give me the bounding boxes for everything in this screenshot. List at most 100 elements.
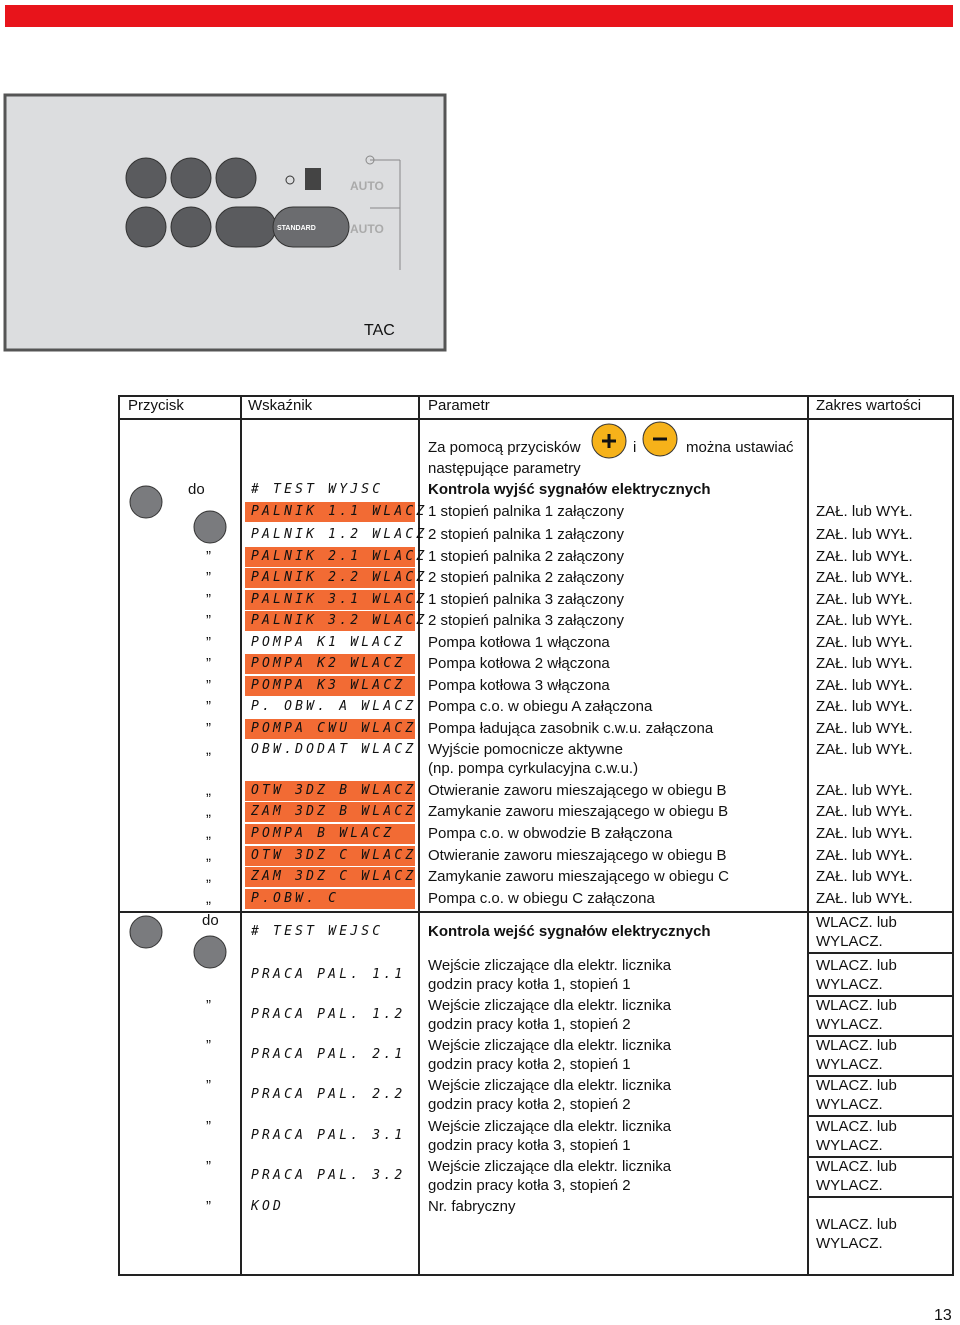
button-label: do [202,912,219,929]
indicator: KOD [251,1199,285,1214]
range: ZAŁ. lub WYŁ. [816,677,913,694]
button-label: ” [206,612,211,629]
parameter: Wejście zliczające dla elektr. licznika [428,1037,672,1054]
minus-button [642,421,678,457]
parameter: 2 stopień palnika 3 załączony [428,612,624,629]
button-label: ” [206,1037,211,1054]
range: WYLACZ. [816,976,883,993]
indicator: P.OBW. C [245,889,415,909]
range: WYLACZ. [816,1016,883,1033]
range: WLACZ. lub [816,997,897,1014]
parameter: Pompa ładująca zasobnik c.w.u. załączona [428,720,714,737]
parameter: godzin pracy kotła 2, stopień 1 [428,1056,631,1073]
range: ZAŁ. lub WYŁ. [816,569,913,586]
button-label: ” [206,1077,211,1094]
indicator: # TEST WYJSC [251,482,384,497]
header-cell: Parametr [428,397,490,414]
button-label: „ [206,803,211,820]
range: WYLACZ. [816,1096,883,1113]
intro-text: następujące parametry [428,460,581,477]
button-label: „ [206,890,211,907]
parameter: Pompa c.o. w obiegu C załączona [428,890,655,907]
range: ZAŁ. lub WYŁ. [816,890,913,907]
range: ZAŁ. lub WYŁ. [816,503,913,520]
range: ZAŁ. lub WYŁ. [816,847,913,864]
range: WYLACZ. [816,1137,883,1154]
button-label: ” [206,634,211,651]
row-divider [807,1115,953,1117]
button-label: ” [206,1158,211,1175]
parameter: Kontrola wejść sygnałów elektrycznych [428,923,711,940]
parameter: Pompa c.o. w obiegu A załączona [428,698,653,715]
parameter: 2 stopień palnika 2 załączony [428,569,624,586]
parameter: Kontrola wyjść sygnałów elektrycznych [428,481,711,498]
indicator: OTW 3DZ B WLACZ [245,781,415,801]
intro-text: i [633,439,637,456]
row-divider [807,1156,953,1158]
button-label: ” [206,677,211,694]
parameter: 2 stopień palnika 1 załączony [428,526,624,543]
row-divider [807,1075,953,1077]
parameter: (np. pompa cyrkulacyjna c.w.u.) [428,760,639,777]
indicator: # TEST WEJSC [251,924,384,939]
parameter: godzin pracy kotła 3, stopień 2 [428,1177,631,1194]
plus-button [591,423,627,459]
parameter: Wejście zliczające dla elektr. licznika [428,997,672,1014]
indicator: PALNIK 2.1 WLACZ [245,547,424,567]
range: ZAŁ. lub WYŁ. [816,634,913,651]
indicator: POMPA K3 WLACZ [245,676,415,696]
button-label: „ [206,825,211,842]
top-bar [5,5,953,27]
range: ZAŁ. lub WYŁ. [816,698,913,715]
standard-label: STANDARD [277,225,316,232]
range: WYLACZ. [816,1056,883,1073]
parameter: Zamykanie zaworu mieszającego w obiegu B [428,803,729,820]
row-divider [807,995,953,997]
range: ZAŁ. lub WYŁ. [816,741,913,758]
parameter: Otwieranie zaworu mieszającego w obiegu … [428,782,727,799]
parameter: 1 stopień palnika 1 załączony [428,503,624,520]
indicator: OBW.DODAT WLACZ [251,742,417,757]
indicator: POMPA K1 WLACZ [251,635,406,650]
indicator: PRACA PAL. 2.2 [251,1087,406,1102]
parameter: Pompa kotłowa 3 włączona [428,677,610,694]
range: ZAŁ. lub WYŁ. [816,868,913,885]
range: WLACZ. lub [816,1158,897,1175]
parameter: 1 stopień palnika 3 załączony [428,591,624,608]
row-divider [807,1196,953,1198]
parameter: Pompa kotłowa 1 włączona [428,634,610,651]
control-panel: AUTO STANDARD AUTO TAC [3,93,447,352]
indicator: PRACA PAL. 2.1 [251,1047,406,1062]
button-label: „ [206,868,211,885]
parameter: Wejście zliczające dla elektr. licznika [428,1158,672,1175]
indicator: PALNIK 3.2 WLACZ [245,611,424,631]
button-label: ” [206,591,211,608]
indicator: PRACA PAL. 3.1 [251,1128,406,1143]
intro-text: można ustawiać [686,439,794,456]
button-label: ” [206,548,211,565]
button-label: ” [206,720,211,737]
intro-text: Za pomocą przycisków [428,439,581,456]
range: WLACZ. lub [816,914,897,931]
range: WYLACZ. [816,1235,883,1252]
parameter: Wyjście pomocnicze aktywne [428,741,623,758]
button-label: ” [206,1198,211,1215]
parameter: Nr. fabryczny [428,1198,516,1215]
range: ZAŁ. lub WYŁ. [816,782,913,799]
button-label: ” [206,997,211,1014]
parameter: Pompa c.o. w obwodzie B załączona [428,825,673,842]
range: ZAŁ. lub WYŁ. [816,655,913,672]
indicator: PALNIK 3.1 WLACZ [245,590,424,610]
parameter: godzin pracy kotła 1, stopień 1 [428,976,631,993]
indicator: ZAM 3DZ C WLACZ [245,867,415,887]
range: ZAŁ. lub WYŁ. [816,720,913,737]
parameter: Otwieranie zaworu mieszającego w obiegu … [428,847,727,864]
range: WLACZ. lub [816,1118,897,1135]
range: WYLACZ. [816,1177,883,1194]
parameter: godzin pracy kotła 3, stopień 1 [428,1137,631,1154]
indicator: PALNIK 2.2 WLACZ [245,568,424,588]
range: ZAŁ. lub WYŁ. [816,591,913,608]
parameter: 1 stopień palnika 2 załączony [428,548,624,565]
header-cell: Wskaźnik [248,397,313,414]
